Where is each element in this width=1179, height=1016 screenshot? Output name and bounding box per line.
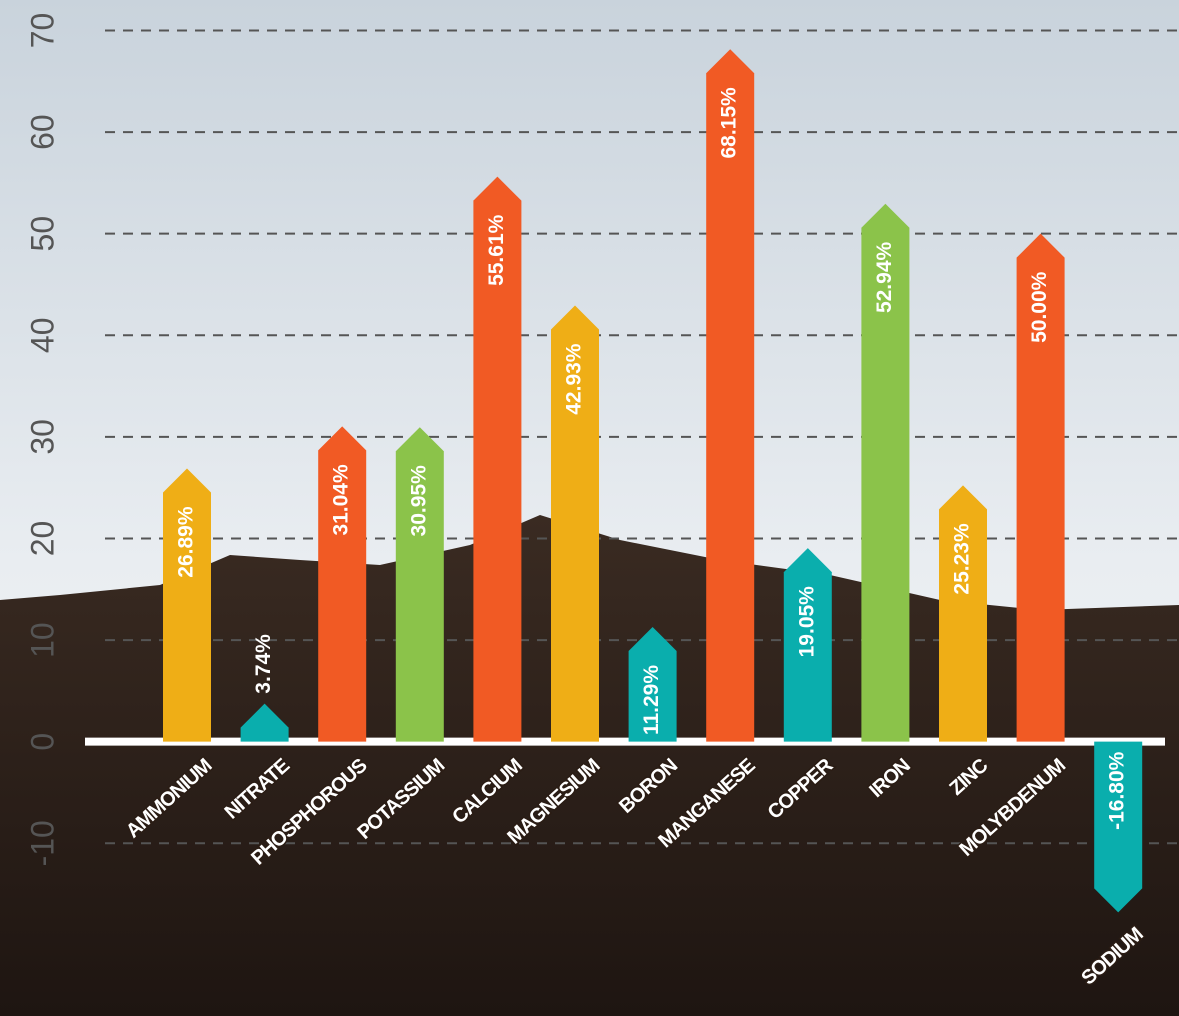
value-label: 31.04% <box>330 464 353 536</box>
bar <box>783 548 832 742</box>
value-label: 26.89% <box>175 506 198 578</box>
bar <box>1016 233 1065 742</box>
bar <box>395 427 444 742</box>
value-label: 52.94% <box>873 241 896 313</box>
bar <box>240 703 289 742</box>
y-tick-label: 50 <box>24 216 60 252</box>
bar <box>706 49 755 742</box>
value-label: 25.23% <box>951 523 974 595</box>
value-label: 30.95% <box>407 465 430 537</box>
value-label: 55.61% <box>485 214 508 286</box>
y-tick-label: -10 <box>24 820 60 866</box>
value-label: -16.80% <box>1106 751 1129 830</box>
value-label: 42.93% <box>563 343 586 415</box>
value-label: 68.15% <box>718 87 741 159</box>
value-label: 3.74% <box>252 634 275 694</box>
bar <box>1094 741 1143 913</box>
y-tick-label: 30 <box>24 419 60 455</box>
y-tick-label: 40 <box>24 317 60 353</box>
bar <box>551 305 599 742</box>
bar <box>163 468 211 742</box>
y-tick-label: 10 <box>24 622 60 658</box>
bar <box>318 426 367 742</box>
y-tick-label: 20 <box>24 521 60 557</box>
bar <box>473 176 522 742</box>
value-label: 19.05% <box>795 586 818 658</box>
y-tick-label: 60 <box>24 114 60 150</box>
value-label: 50.00% <box>1028 271 1051 343</box>
y-tick-label: 0 <box>24 733 60 751</box>
bar <box>861 203 910 742</box>
y-tick-label: 70 <box>24 13 60 49</box>
bar <box>628 626 677 742</box>
bar <box>939 485 987 742</box>
value-label: 11.29% <box>640 665 663 735</box>
